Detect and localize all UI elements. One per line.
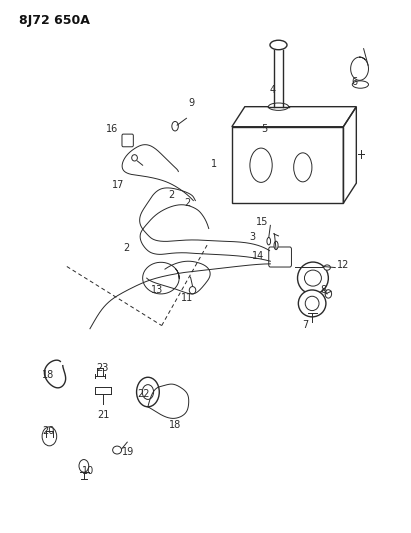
Text: 18: 18 — [42, 369, 54, 379]
Circle shape — [142, 385, 154, 399]
Text: 15: 15 — [256, 217, 268, 227]
FancyBboxPatch shape — [269, 247, 291, 267]
Ellipse shape — [250, 148, 272, 182]
Text: 2: 2 — [123, 243, 129, 253]
Ellipse shape — [305, 296, 319, 311]
Ellipse shape — [172, 122, 178, 131]
Text: 19: 19 — [122, 447, 134, 457]
Text: 2: 2 — [168, 190, 174, 200]
Text: 11: 11 — [181, 293, 194, 303]
Ellipse shape — [270, 40, 287, 50]
Text: 6: 6 — [352, 77, 358, 87]
Text: 8: 8 — [320, 285, 326, 295]
Text: 1: 1 — [210, 159, 217, 168]
Text: 2: 2 — [184, 198, 190, 208]
Text: 3: 3 — [249, 232, 255, 243]
Circle shape — [42, 427, 57, 446]
Text: 21: 21 — [97, 410, 109, 420]
Text: 16: 16 — [106, 124, 118, 134]
Ellipse shape — [268, 103, 289, 110]
Text: 14: 14 — [252, 251, 264, 261]
FancyBboxPatch shape — [122, 134, 133, 147]
Ellipse shape — [132, 155, 137, 161]
Text: 7: 7 — [302, 319, 308, 329]
Circle shape — [136, 377, 159, 407]
Text: 23: 23 — [96, 363, 109, 373]
Text: 10: 10 — [82, 466, 94, 476]
Ellipse shape — [267, 238, 270, 245]
Text: 22: 22 — [138, 389, 150, 399]
Text: 18: 18 — [169, 419, 181, 430]
Text: 4: 4 — [269, 85, 275, 95]
Text: 13: 13 — [151, 285, 163, 295]
Ellipse shape — [352, 81, 369, 88]
Text: 12: 12 — [337, 260, 349, 270]
Circle shape — [325, 290, 332, 298]
Text: 9: 9 — [188, 98, 194, 108]
Ellipse shape — [113, 446, 122, 454]
Ellipse shape — [305, 270, 321, 286]
Text: 8J72 650A: 8J72 650A — [19, 14, 90, 27]
Ellipse shape — [324, 265, 330, 270]
Ellipse shape — [298, 262, 328, 294]
Ellipse shape — [294, 153, 312, 182]
Text: 17: 17 — [112, 180, 125, 190]
Text: 5: 5 — [261, 124, 268, 134]
Text: 20: 20 — [42, 426, 54, 436]
Ellipse shape — [189, 287, 196, 294]
Circle shape — [79, 459, 89, 472]
Ellipse shape — [274, 241, 278, 249]
Ellipse shape — [298, 290, 326, 317]
